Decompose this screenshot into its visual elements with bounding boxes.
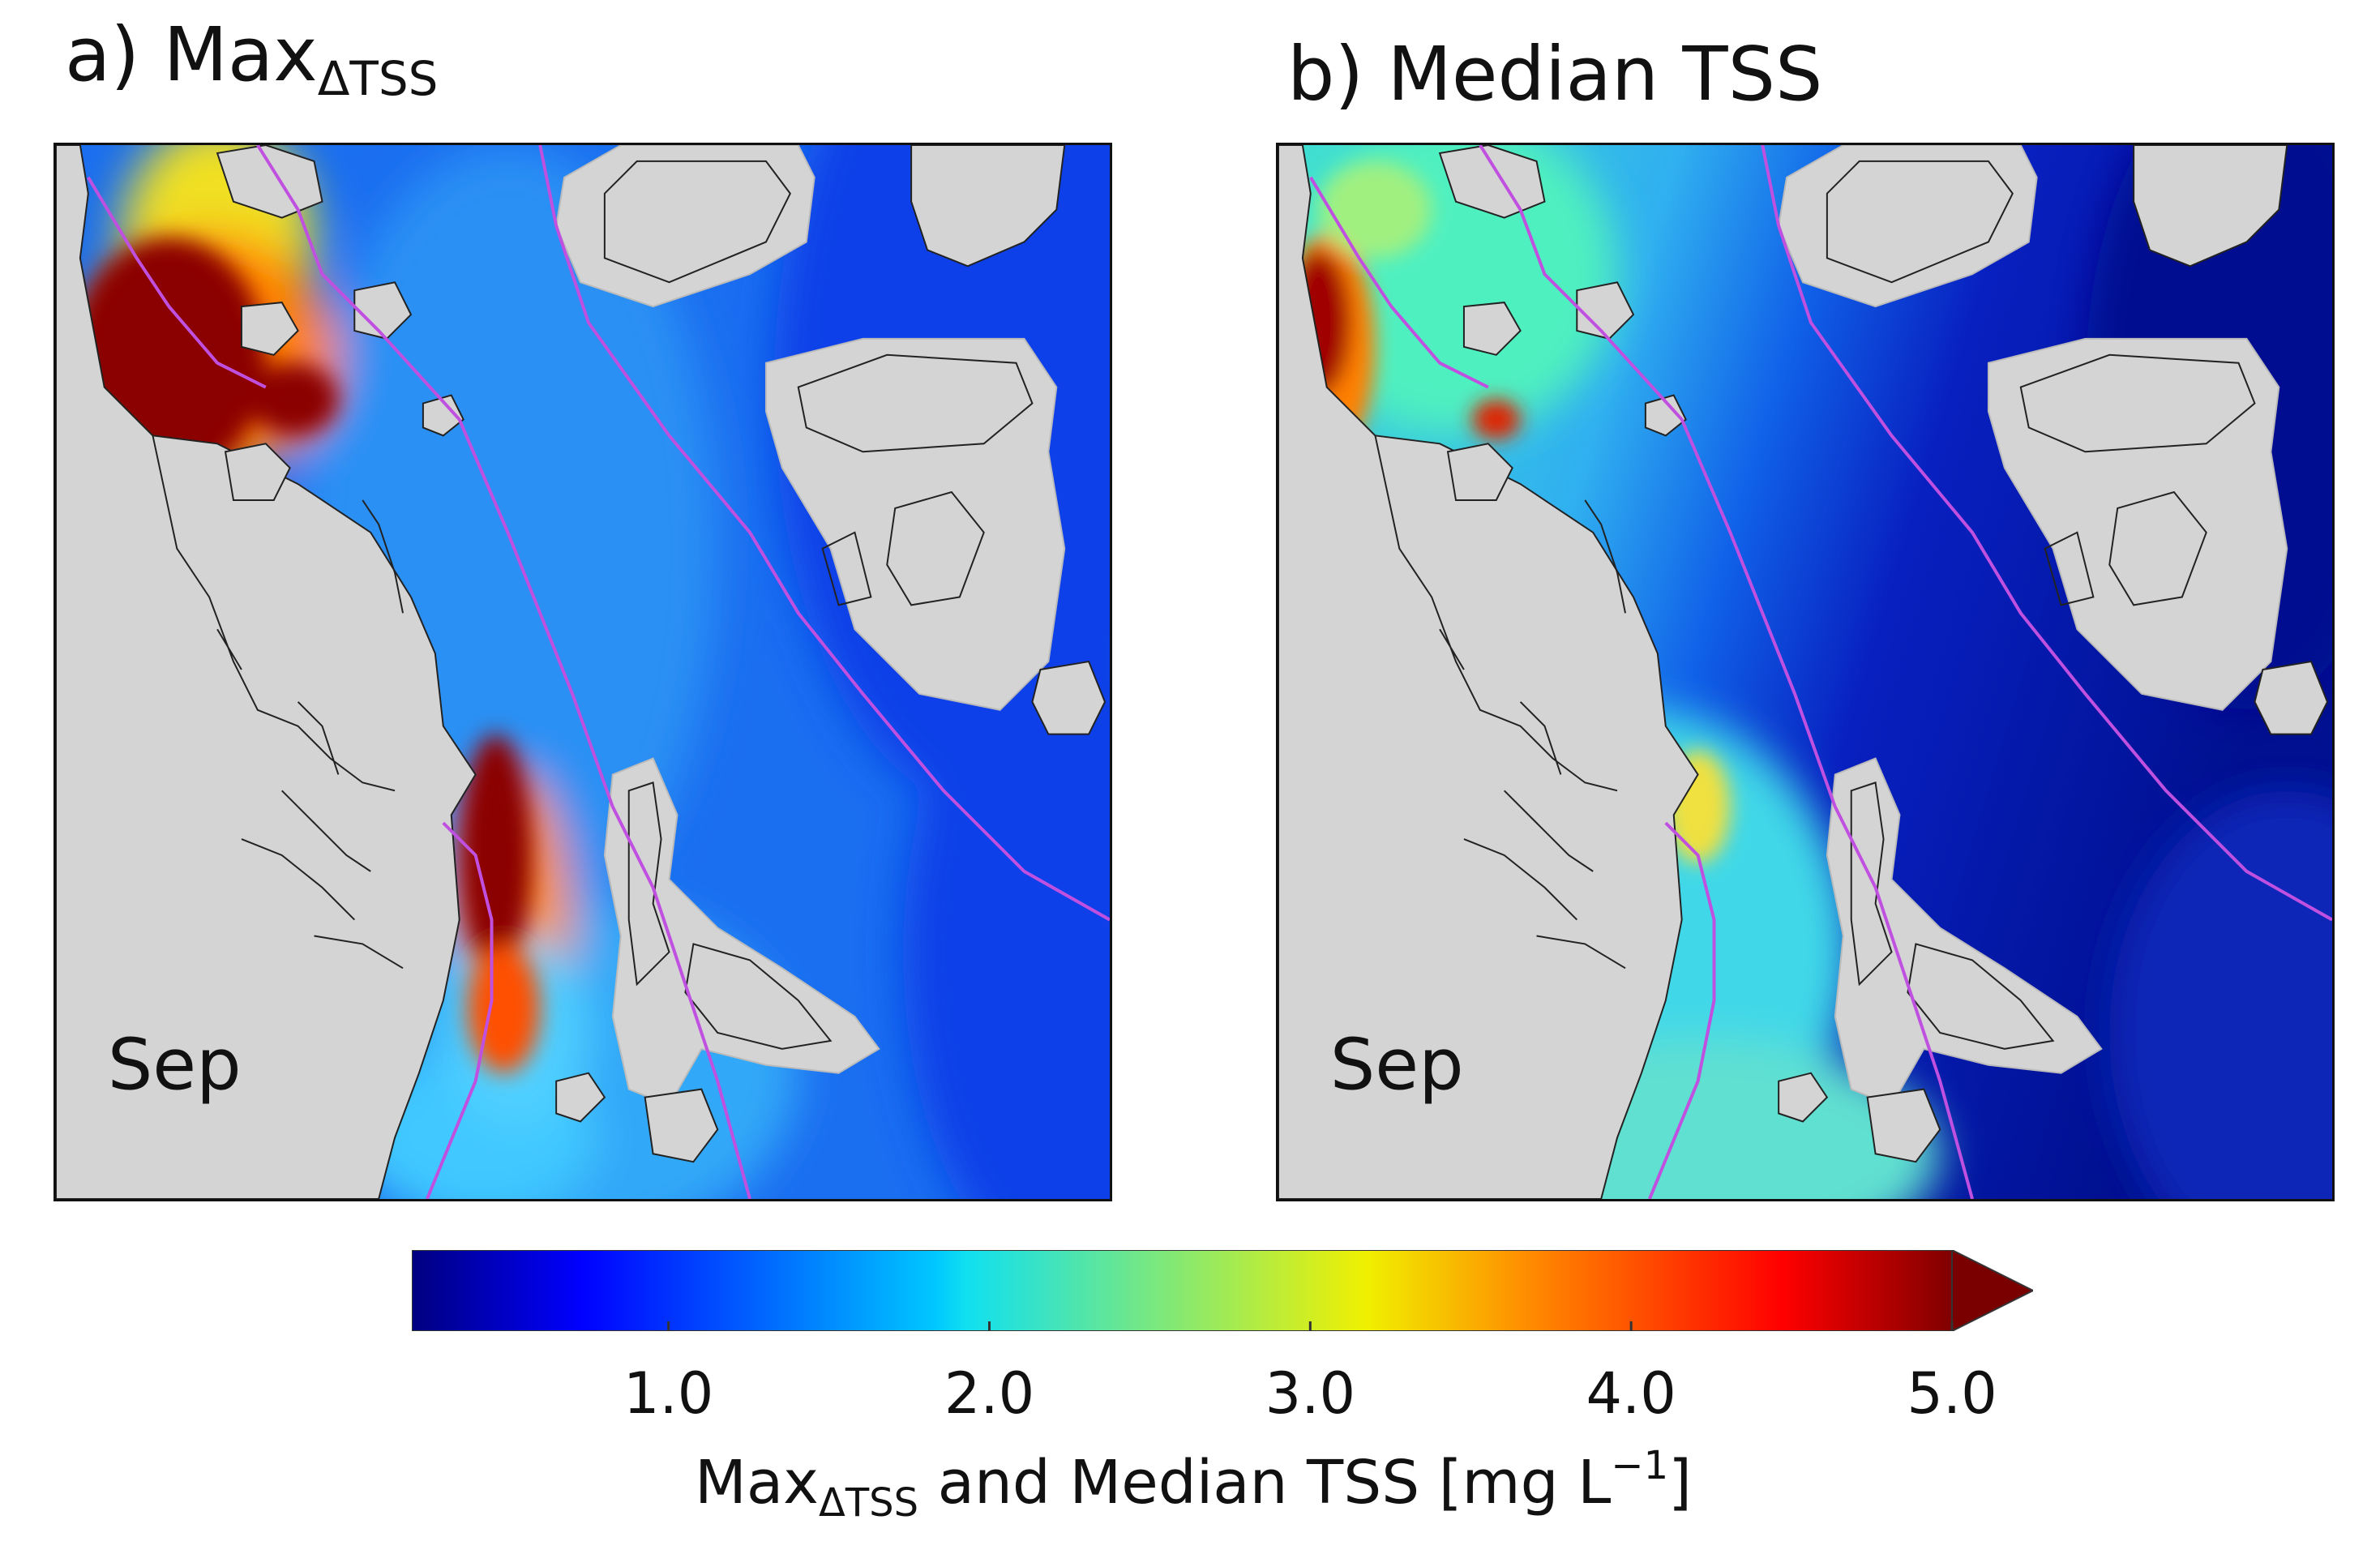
island-east-outline-b [2019,353,2256,606]
panel-a-title-subscript: ΔTSS [317,51,439,106]
island-east [764,337,1066,711]
mainland-land-b [1278,145,1699,1199]
island-northeast [910,145,1066,268]
mainland-coastline-detail [152,435,405,970]
island-north-outline-b [1826,160,2014,284]
island-east-small-b [2254,660,2329,735]
boundary-line-a [87,145,1110,1199]
island-east-small [1031,660,1107,735]
colorbar-tick-label: 5.0 [1907,1360,1997,1427]
panel-a-title-text: a) Max [65,11,318,98]
colorbar-label-prefix: Max [694,1448,819,1518]
mainland-coastline-detail-b [1374,435,1627,970]
panel-b-title: b) Median TSS [1287,37,1822,112]
map-b-canvas: Sep [1278,145,2332,1199]
island-east-outline [797,353,1034,606]
colorbar-label-superscript: −1 [1611,1443,1669,1488]
map-a-canvas: Sep [56,145,1110,1199]
island-small-b5 [1644,394,1687,437]
colorbar-label-middle: and Median TSS [mg L [918,1448,1612,1518]
colorbar-tick-label: 3.0 [1265,1360,1355,1427]
colorbar [412,1250,2033,1331]
month-label-a: Sep [108,1024,242,1107]
island-small-a1 [224,443,291,501]
island-southeast [603,757,880,1107]
panel-a-title: a) MaxΔTSS [65,18,438,103]
island-small-b2 [1576,281,1635,340]
colorbar-label-end: ] [1668,1448,1693,1518]
island-east-b [1987,337,2288,711]
colorbar-gradient [412,1250,1953,1331]
hotspots-a [71,238,541,1073]
colorbar-ticks [667,1321,1954,1331]
island-small-b4 [1438,145,1546,219]
map-panel-max-delta-tss: Sep [54,143,1112,1201]
colorbar-tick-label: 4.0 [1586,1360,1676,1427]
panel-b-title-text: b) Median TSS [1287,31,1823,118]
colorbar-tick-label: 2.0 [944,1360,1035,1427]
island-small-b1 [1446,443,1513,501]
colorbar-extend-arrow [1951,1250,2033,1331]
island-small-b7 [1866,1088,1941,1163]
month-label-b: Sep [1330,1024,1464,1107]
island-small-a5 [422,394,464,437]
island-small-a2 [353,281,413,340]
island-north-b [1778,145,2038,308]
boundary-line-b [1309,145,2332,1199]
colorbar-tick-label: 1.0 [623,1360,714,1427]
mainland-land [56,145,477,1199]
map-panel-median-tss: Sep [1276,143,2335,1201]
island-southeast-b [1826,757,2103,1107]
colorbar-label: MaxΔTSS and Median TSS [mg L−1] [695,1443,1692,1526]
island-north [555,145,815,308]
island-north-outline [603,160,791,284]
island-small-a4 [216,145,323,219]
island-small-b3 [1462,302,1522,356]
island-small-a7 [644,1088,719,1163]
island-northeast-b [2133,145,2288,268]
island-small-a6 [555,1072,606,1123]
island-small-a3 [240,302,299,356]
colorbar-label-subscript: ΔTSS [818,1480,919,1526]
island-small-b6 [1778,1072,1829,1123]
